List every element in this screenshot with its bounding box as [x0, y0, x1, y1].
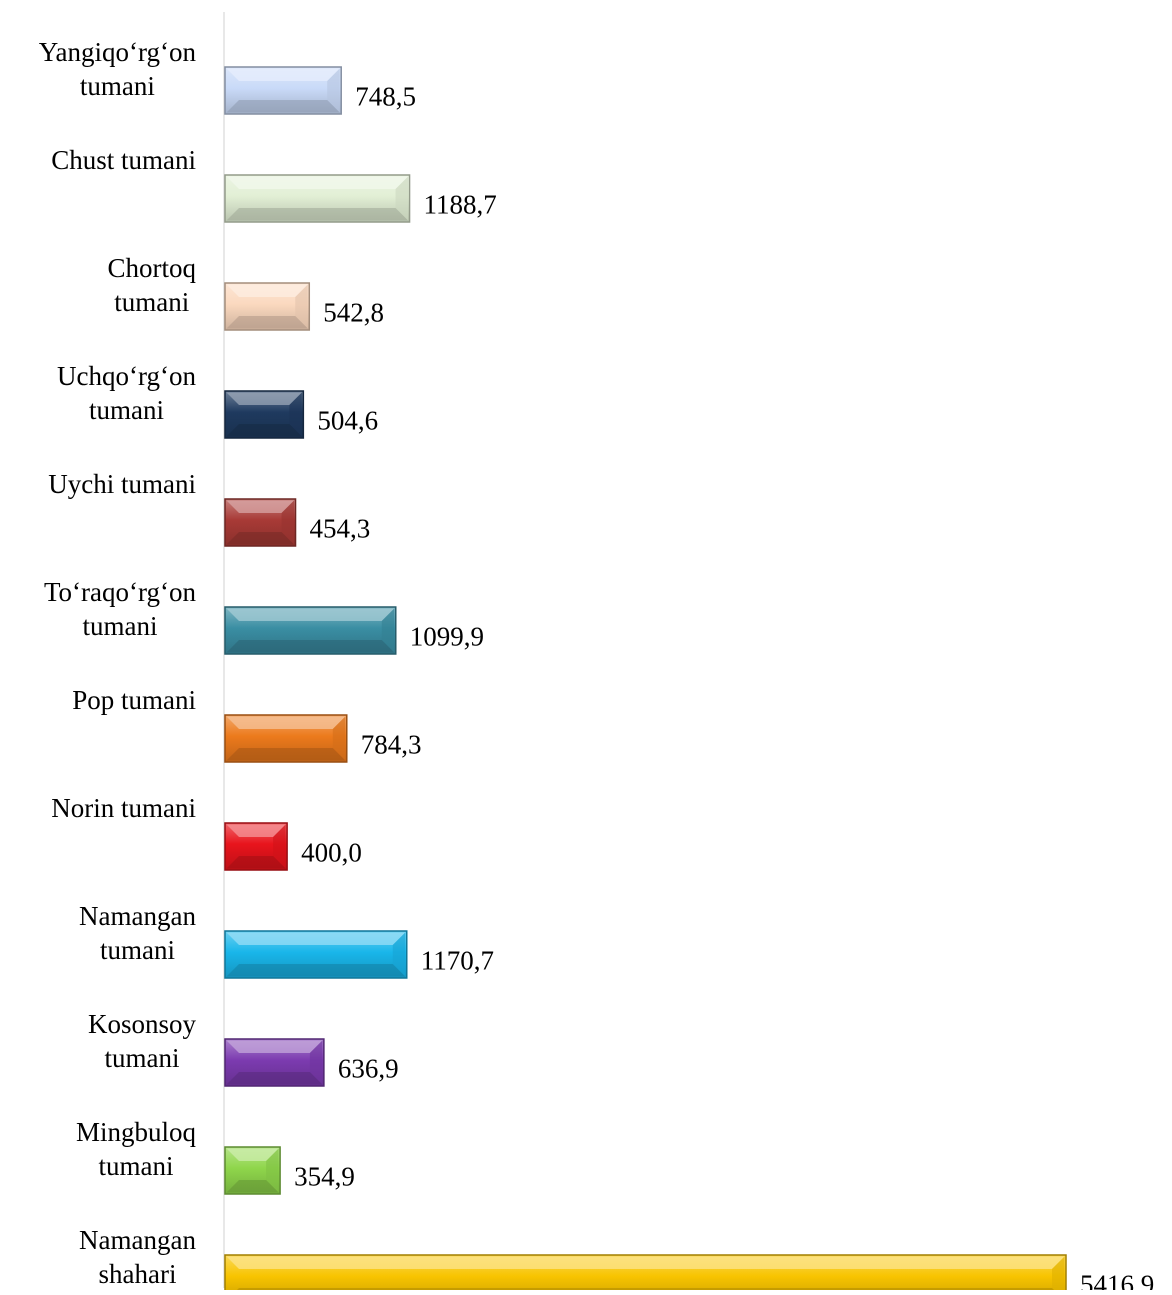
bar-4 [224, 390, 305, 439]
bar-bevel-top [226, 284, 308, 297]
category-label-line: Mingbuloq [76, 1117, 197, 1147]
category-label-1: Yangiqo‘rg‘on tumani [39, 37, 197, 101]
category-label-line: tumani [100, 935, 175, 965]
data-label-1: 748,5 [355, 82, 416, 112]
bar-bevel-right [395, 176, 409, 221]
data-label-12: 5416,9 [1080, 1270, 1154, 1291]
category-label-line: tumani [89, 395, 164, 425]
bar-bevel-top [226, 1040, 323, 1053]
bar-bevel-top [226, 500, 295, 513]
bar-bevel-bottom [226, 532, 295, 545]
bar-bevel-right [295, 284, 308, 329]
category-label-line: Pop tumani [72, 685, 196, 715]
bar-bevel-bottom [226, 640, 395, 653]
category-label-line: tumani [114, 287, 189, 317]
category-label-line: To‘raqo‘rg‘on [44, 577, 197, 607]
bar-9 [224, 930, 408, 979]
bar-10 [224, 1038, 325, 1087]
category-labels-group: Yangiqo‘rg‘on tumani Chust tumani Chortoq tu… [39, 37, 197, 1289]
data-label-3: 542,8 [323, 298, 384, 328]
bar-bevel-bottom [226, 856, 286, 869]
bar-bevel-bottom [226, 748, 346, 761]
data-label-4: 504,6 [317, 406, 378, 436]
category-label-8: Norin tumani [51, 793, 196, 823]
category-label-line: tumani [104, 1043, 179, 1073]
bar-bevel-top [226, 392, 302, 405]
bar-bevel-bottom [226, 424, 302, 437]
category-label-12: Namangan shahari [79, 1225, 196, 1289]
category-label-2: Chust tumani [51, 145, 196, 175]
category-label-6: To‘raqo‘rg‘on tumani [44, 577, 197, 641]
bar-6 [224, 606, 397, 655]
bar-bevel-bottom [226, 100, 340, 113]
bar-8 [224, 822, 288, 871]
bars-group [224, 66, 1067, 1295]
data-label-8: 400,0 [301, 838, 362, 868]
category-label-line: Yangiqo‘rg‘on [39, 37, 197, 67]
data-label-5: 454,3 [310, 514, 371, 544]
bar-bevel-bottom [226, 964, 406, 977]
bar-bevel-right [1052, 1256, 1065, 1295]
category-label-9: Namangan tumani [79, 901, 196, 965]
bar-bevel-top [226, 68, 340, 81]
bar-bevel-right [289, 392, 302, 437]
category-label-line: tumani [80, 71, 155, 101]
data-label-6: 1099,9 [410, 622, 484, 652]
category-label-line: Chortoq [107, 253, 196, 283]
bar-1 [224, 66, 342, 115]
bar-bevel-bottom [226, 316, 308, 329]
bar-bevel-bottom [226, 1072, 323, 1085]
data-label-2: 1188,7 [424, 190, 497, 220]
category-label-5: Uychi tumani [48, 469, 196, 499]
category-label-line: Namangan [79, 901, 196, 931]
bar-bevel-right [309, 1040, 323, 1085]
category-label-line: Namangan [79, 1225, 196, 1255]
bar-bevel-right [332, 716, 346, 761]
category-label-line: Chust tumani [51, 145, 196, 175]
bar-2 [224, 174, 411, 223]
bar-bevel-right [273, 824, 286, 869]
bar-bevel-right [327, 68, 340, 113]
bar-bevel-right [381, 608, 395, 653]
category-label-line: Uchqo‘rg‘on [57, 361, 196, 391]
category-label-line: Uychi tumani [48, 469, 196, 499]
bar-bevel-bottom [226, 208, 409, 221]
bar-11 [224, 1146, 281, 1195]
bar-bevel-top [226, 932, 406, 945]
data-label-9: 1170,7 [421, 946, 494, 976]
data-labels-group: 748,5 1188,7 542,8 504,6 454,3 1099,9 784,3 400… [294, 82, 1154, 1295]
bar-bevel-top [226, 824, 286, 837]
bar-12 [224, 1254, 1067, 1295]
bar-bevel-top [226, 716, 346, 729]
bar-3 [224, 282, 311, 331]
category-label-line: shahari [99, 1259, 177, 1289]
category-label-3: Chortoq tumani [107, 253, 196, 317]
category-label-line: tumani [82, 611, 157, 641]
category-label-line: Norin tumani [51, 793, 196, 823]
bar-bevel-top [226, 176, 409, 189]
category-label-line: tumani [98, 1151, 173, 1181]
bar-bevel-top [226, 608, 395, 621]
category-label-7: Pop tumani [72, 685, 196, 715]
category-label-4: Uchqo‘rg‘on tumani [57, 361, 196, 425]
category-label-line: Kosonsoy [88, 1009, 197, 1039]
bar-bevel-right [392, 932, 406, 977]
bar-7 [224, 714, 348, 763]
bar-bevel-top [226, 1256, 1065, 1269]
bar-bevel-right [281, 500, 295, 545]
data-label-11: 354,9 [294, 1162, 355, 1192]
bar-bevel-right [266, 1148, 279, 1193]
bar-bevel-bottom [226, 1180, 279, 1193]
data-label-10: 636,9 [338, 1054, 399, 1084]
data-label-7: 784,3 [361, 730, 422, 760]
bar-5 [224, 498, 297, 547]
category-label-10: Kosonsoy tumani [88, 1009, 197, 1073]
bar-bevel-top [226, 1148, 279, 1161]
category-label-11: Mingbuloq tumani [76, 1117, 197, 1181]
